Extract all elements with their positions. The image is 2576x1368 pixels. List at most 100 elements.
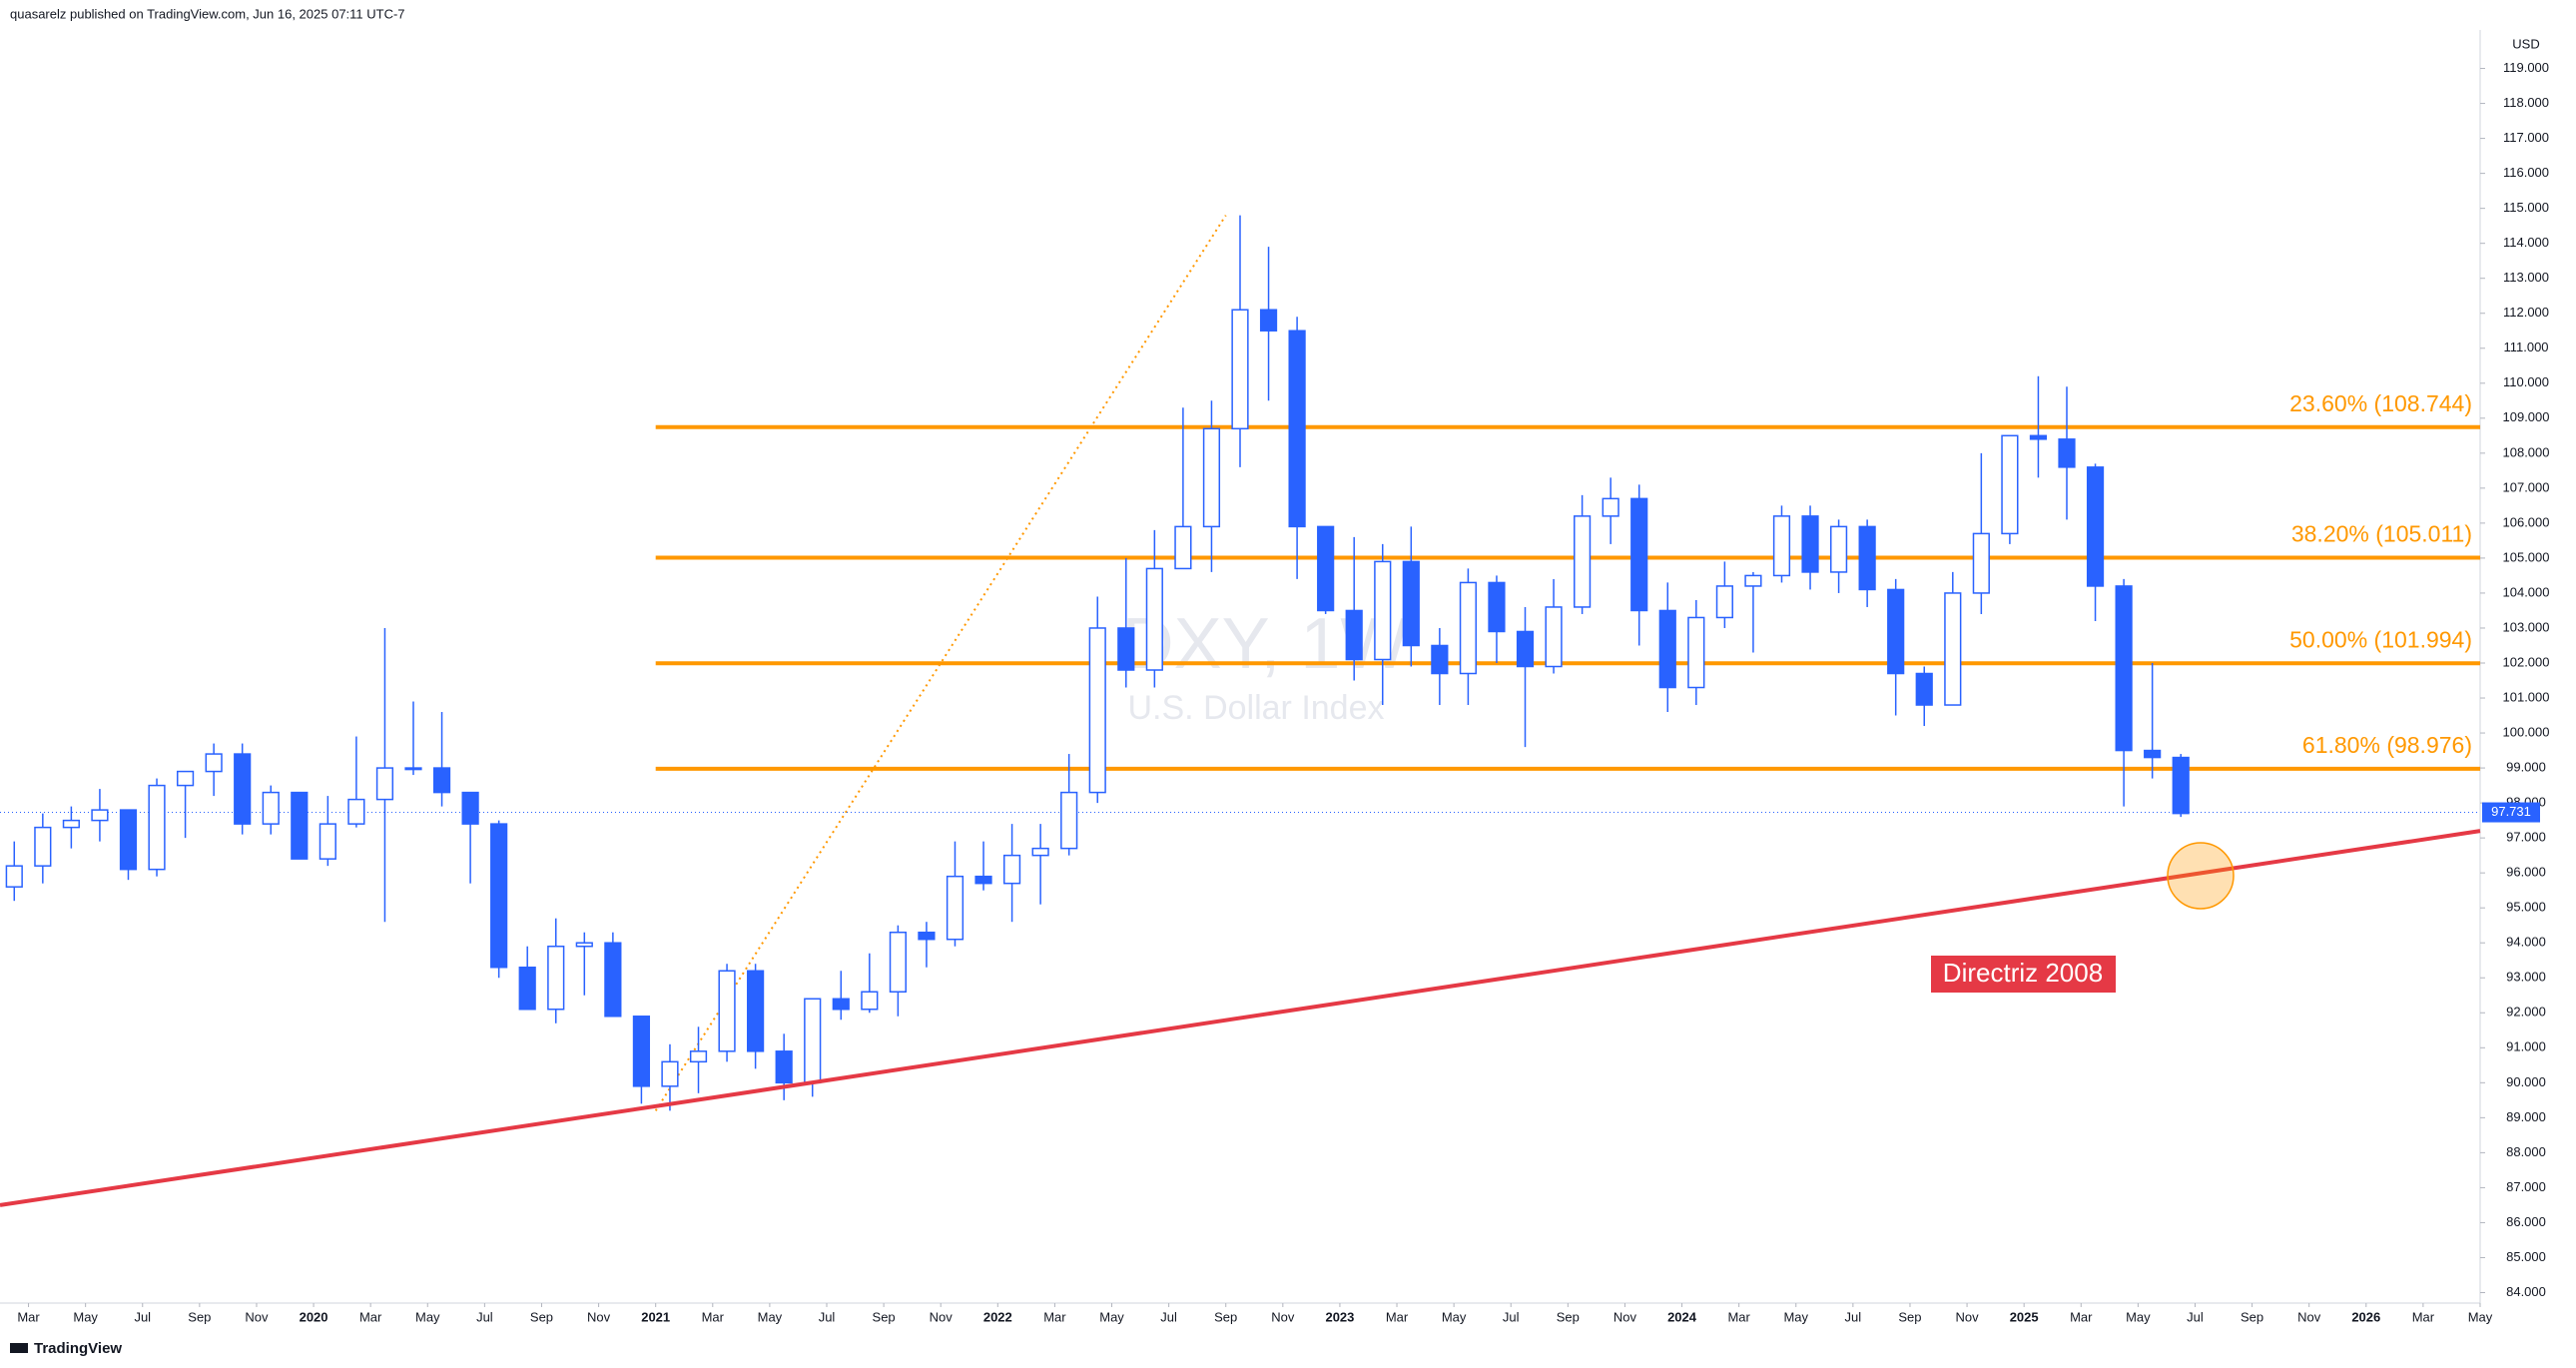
y-tick-label: 103.000 [2503,619,2550,634]
candle [1402,526,1420,667]
candle-body [404,767,422,771]
y-tick-label: 91.000 [2506,1039,2546,1054]
candle-body [176,770,195,787]
candle [1317,525,1335,614]
last-price-label: 97.731 [2491,804,2531,819]
candle-body [1545,606,1563,668]
candle [775,1033,793,1100]
candle [918,922,936,968]
candle [319,796,336,867]
candle [234,743,252,835]
x-tick-label: Jul [819,1309,836,1324]
candle-body [2144,749,2162,759]
y-tick-label: 92.000 [2506,1005,2546,1020]
watermark-name: U.S. Dollar Index [1128,689,1385,727]
fib-label: 61.80% (98.976) [2302,732,2472,758]
y-tick-label: 108.000 [2503,444,2550,459]
trendline [0,829,2481,1207]
candle [718,964,736,1062]
y-tick-label: 110.000 [2503,374,2549,389]
candle-body [1060,791,1078,850]
x-tick-label: Mar [1727,1309,1750,1324]
candle [1516,606,1535,748]
candle [1972,452,1990,614]
candle-body [1630,497,1648,612]
candle-body [2086,466,2105,587]
fib-label: 50.00% (101.994) [2289,626,2472,652]
candle-body [946,875,965,941]
x-tick-label: Sep [2241,1309,2263,1324]
candle [176,770,195,839]
candle-body [2058,438,2076,468]
x-tick-label: Jul [2187,1309,2204,1324]
candle-body [775,1050,793,1084]
candle [1431,627,1449,706]
candle-body [1602,497,1619,517]
candle-body [1744,574,1762,587]
candle-body [148,784,166,871]
candle-body [62,819,80,829]
candle [632,1016,651,1104]
x-tick-label: Jul [1160,1309,1177,1324]
candle-body [1288,330,1306,528]
candle-body [1202,427,1221,528]
candle [291,791,309,860]
candle-body [34,826,52,867]
candle-body [262,791,280,825]
x-tick-label: Mar [359,1309,382,1324]
candle-body [2001,434,2019,535]
x-tick-label: Jul [134,1309,151,1324]
x-tick-label: 2022 [983,1309,1012,1324]
candle [1345,536,1363,681]
x-tick-label: Nov [930,1309,954,1324]
candle-body [1829,525,1848,573]
candle [1858,519,1876,607]
x-tick-label: Mar [702,1309,725,1324]
candle [1772,505,1791,583]
candle-body [861,991,879,1011]
y-tick-label: 107.000 [2503,479,2550,494]
candle-body [547,945,565,1011]
candle-body [319,823,336,860]
candle-body [2172,756,2190,815]
candle-body [1031,847,1049,857]
x-tick-label: Jul [476,1309,493,1324]
x-tick-label: 2023 [1325,1309,1354,1324]
candle-body [575,942,593,948]
candle-body [1374,560,1392,661]
header: quasarelz published on TradingView.com, … [10,6,405,21]
y-tick-label: 87.000 [2506,1179,2546,1194]
y-tick-label: 112.000 [2503,305,2549,320]
x-tick-label: Mar [1386,1309,1409,1324]
candle [119,809,138,881]
x-tick-label: 2025 [2010,1309,2039,1324]
candle [1002,824,1021,923]
x-tick-label: 2020 [300,1309,328,1324]
candle [547,918,565,1024]
candle [861,953,879,1014]
y-tick-label: 100.000 [2503,724,2550,739]
candle [1602,477,1619,544]
candle [2058,386,2076,520]
candle [2086,463,2105,621]
y-tick-label: 109.000 [2503,409,2550,424]
x-tick-label: May [758,1309,783,1324]
candle [1031,824,1049,905]
x-tick-label: Mar [1043,1309,1066,1324]
y-tick-label: 104.000 [2503,584,2550,599]
y-tick-label: 114.000 [2503,235,2549,250]
candle-body [974,875,992,885]
candle [1545,578,1563,674]
x-tick-label: Sep [530,1309,553,1324]
x-tick-label: Sep [873,1309,896,1324]
y-tick-label: 99.000 [2506,760,2546,775]
candle-body [5,865,23,888]
x-tick-label: Sep [188,1309,211,1324]
x-tick-label: May [1442,1309,1467,1324]
x-tick-label: Sep [1557,1309,1580,1324]
x-tick-label: Nov [1613,1309,1637,1324]
logo-mark [10,1343,28,1353]
candle [1259,247,1278,401]
candle [1145,529,1163,688]
